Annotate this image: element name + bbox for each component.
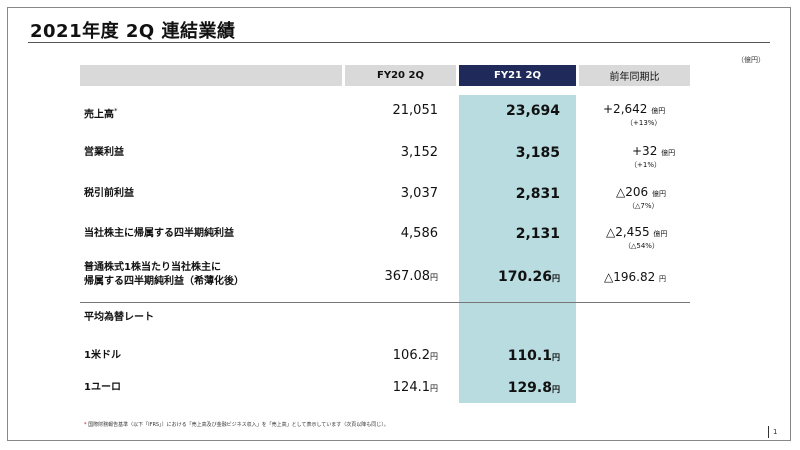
eur-fy21: 129.8円 — [507, 380, 560, 396]
pretax-income-yoy-pct: （△7%） — [628, 202, 659, 210]
row-label-pretax-income: 税引前利益 — [84, 188, 134, 199]
pretax-income-fy21: 2,831 — [515, 186, 560, 202]
footnote: * 国際財務報告基準（以下「IFRS」）における「売上高及び金融ビジネス収入」を… — [84, 422, 389, 428]
footnote-mark: * — [114, 107, 118, 115]
row-label-eps: 普通株式1株当たり当社株主に 帰属する四半期純利益（希薄化後） — [84, 261, 244, 289]
fx-heading: 平均為替レート — [84, 312, 154, 323]
row-label-revenue: 売上高* — [84, 107, 118, 121]
page-number-divider — [768, 426, 769, 438]
eps-fy20: 367.08円 — [384, 269, 439, 284]
pretax-income-yoy: △206 億円 — [616, 185, 666, 199]
revenue-yoy-pct: （+13%） — [626, 119, 662, 127]
pretax-income-fy20: 3,037 — [400, 186, 438, 201]
title-divider — [28, 42, 770, 43]
fy21-column-highlight — [459, 95, 576, 403]
operating-income-yoy: +32 億円 — [632, 144, 676, 158]
slide: 2021年度 2Q 連結業績 （億円） FY20 2Q FY21 2Q 前年同期… — [7, 7, 791, 441]
revenue-fy20: 21,051 — [392, 103, 439, 118]
eps-fy21: 170.26円 — [497, 269, 560, 285]
column-header-fy20: FY20 2Q — [345, 65, 456, 86]
column-header-fy21: FY21 2Q — [459, 65, 576, 86]
operating-income-fy20: 3,152 — [400, 145, 438, 160]
page-number: 1 — [773, 428, 778, 436]
row-label-eps-line1: 普通株式1株当たり当社株主に — [84, 262, 221, 273]
revenue-fy21: 23,694 — [505, 103, 560, 119]
operating-income-fy21: 3,185 — [515, 145, 560, 161]
eur-fy20: 124.1円 — [392, 380, 438, 395]
section-divider — [80, 302, 690, 303]
page-title: 2021年度 2Q 連結業績 — [30, 21, 236, 42]
revenue-yoy: +2,642 億円 — [603, 102, 666, 116]
row-label-net-income: 当社株主に帰属する四半期純利益 — [84, 228, 234, 239]
column-header-yoy: 前年同期比 — [579, 65, 690, 86]
header-blank-cell — [80, 65, 342, 86]
row-label-usd: 1米ドル — [84, 350, 121, 361]
usd-fy21: 110.1円 — [507, 348, 560, 364]
net-income-fy21: 2,131 — [515, 226, 560, 242]
row-label-operating-income: 営業利益 — [84, 147, 124, 158]
row-label-eps-line2: 帰属する四半期純利益（希薄化後） — [84, 276, 244, 287]
usd-fy20: 106.2円 — [392, 348, 438, 363]
net-income-yoy-pct: （△54%） — [624, 242, 659, 250]
operating-income-yoy-pct: （+1%） — [630, 161, 661, 169]
row-label-eur: 1ユーロ — [84, 382, 121, 393]
eps-yoy: △196.82 円 — [604, 270, 667, 284]
net-income-fy20: 4,586 — [400, 226, 438, 241]
unit-label: （億円） — [737, 56, 765, 64]
net-income-yoy: △2,455 億円 — [606, 225, 668, 239]
